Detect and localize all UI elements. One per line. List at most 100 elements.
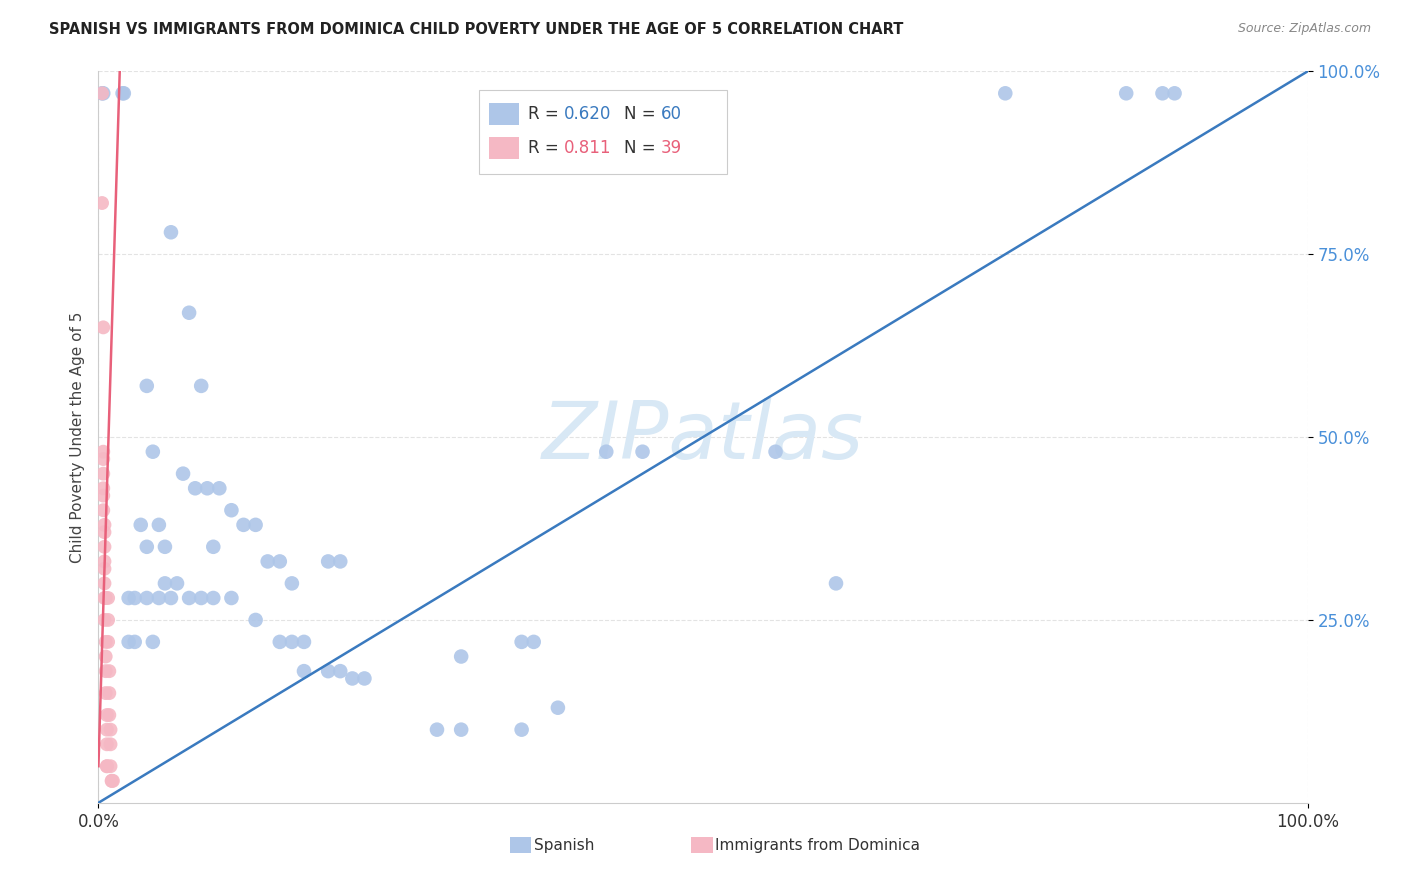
Point [281,576,304,591]
Point [91,196,114,211]
Point [631,444,654,458]
Point [118,635,141,649]
Text: R =: R = [527,104,564,123]
Point [112,87,135,101]
Point [195,481,218,495]
Y-axis label: Child Poverty Under the Age of 5: Child Poverty Under the Age of 5 [69,311,84,563]
Point [281,635,304,649]
Point [765,444,787,458]
Point [91,444,114,458]
Point [160,591,183,605]
Point [148,517,170,532]
Point [1115,87,1137,101]
Point [994,87,1017,101]
Point [329,664,352,678]
Point [91,87,114,101]
Point [96,723,118,737]
Point [232,517,254,532]
Point [93,613,115,627]
Point [825,576,848,591]
Point [450,649,472,664]
Point [96,759,118,773]
Point [91,467,114,481]
Point [221,503,243,517]
Point [93,576,115,591]
FancyBboxPatch shape [690,838,713,854]
Text: 0.620: 0.620 [564,104,612,123]
Text: R =: R = [527,139,569,157]
FancyBboxPatch shape [509,838,531,854]
Point [172,467,194,481]
Point [129,517,152,532]
Text: 39: 39 [661,139,682,157]
Point [97,635,120,649]
Point [179,591,201,605]
FancyBboxPatch shape [479,90,727,174]
Point [316,664,339,678]
Point [93,554,115,568]
Point [153,540,176,554]
Point [98,708,121,723]
Text: N =: N = [624,139,661,157]
Point [94,591,117,605]
Point [91,320,114,334]
Point [94,635,117,649]
Point [426,723,449,737]
Point [269,635,291,649]
Point [256,554,278,568]
Point [160,225,183,239]
Point [353,672,375,686]
Point [221,591,243,605]
Point [118,591,141,605]
Point [166,576,188,591]
Point [179,306,201,320]
Point [292,635,315,649]
Point [97,613,120,627]
Point [98,664,121,678]
Point [91,87,114,101]
Point [91,87,114,101]
Point [96,759,118,773]
Point [98,686,121,700]
Point [153,576,176,591]
Point [111,87,134,101]
Point [135,540,157,554]
Point [342,672,364,686]
Point [316,554,339,568]
Point [208,481,231,495]
Point [100,773,122,788]
Text: ZIPatlas: ZIPatlas [541,398,865,476]
Point [94,664,117,678]
Text: 0.811: 0.811 [564,139,612,157]
Text: Spanish: Spanish [534,838,595,853]
Point [547,700,569,714]
Point [100,759,122,773]
Point [245,517,267,532]
Point [124,635,146,649]
Text: SPANISH VS IMMIGRANTS FROM DOMINICA CHILD POVERTY UNDER THE AGE OF 5 CORRELATION: SPANISH VS IMMIGRANTS FROM DOMINICA CHIL… [49,22,904,37]
Point [91,452,114,467]
Point [93,562,115,576]
Point [100,737,122,751]
Point [269,554,291,568]
Point [100,723,122,737]
Point [93,591,115,605]
Point [510,635,533,649]
Point [91,489,114,503]
Text: Immigrants from Dominica: Immigrants from Dominica [716,838,920,853]
Point [96,737,118,751]
Point [1163,87,1185,101]
Point [148,591,170,605]
Point [595,444,617,458]
Point [100,773,122,788]
Point [329,554,352,568]
Point [292,664,315,678]
Text: N =: N = [624,104,661,123]
Point [135,591,157,605]
Point [96,708,118,723]
Point [190,591,212,605]
Text: 60: 60 [661,104,682,123]
Point [202,591,225,605]
Point [91,481,114,495]
Point [124,591,146,605]
